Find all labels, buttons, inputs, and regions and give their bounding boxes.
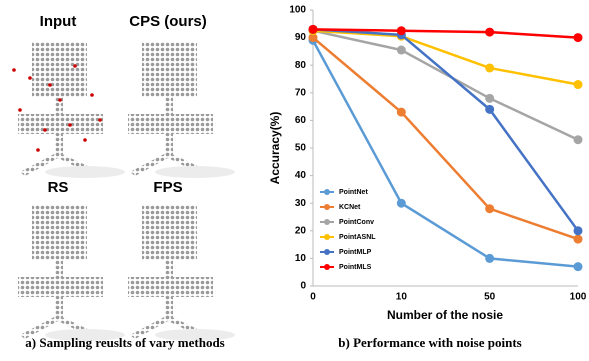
point: [485, 105, 494, 114]
point: [397, 199, 406, 208]
x-axis-label: Number of the nosie: [387, 308, 503, 322]
point: [485, 28, 494, 37]
panel-label: RS: [48, 179, 69, 196]
point: [574, 135, 583, 144]
legend-swatch: [324, 204, 330, 210]
legend-swatch: [324, 219, 330, 225]
legend-label: PointMLS: [339, 264, 372, 271]
y-tick-label: 70: [295, 87, 307, 98]
y-tick-label: 50: [295, 143, 307, 154]
point: [397, 108, 406, 117]
point: [485, 204, 494, 213]
series-line: [313, 31, 578, 140]
x-tick-label: 10: [396, 292, 408, 303]
panel-label: Input: [40, 13, 77, 30]
x-tick-label: 0: [310, 292, 316, 303]
y-tick-label: 90: [295, 32, 307, 43]
point: [485, 254, 494, 263]
point: [574, 262, 583, 271]
legend-label: PointASNL: [339, 234, 376, 241]
point-cloud: [128, 205, 235, 341]
point: [309, 25, 318, 34]
panel-label: FPS: [153, 179, 182, 196]
y-tick-label: 10: [295, 253, 307, 264]
x-tick-label: 100: [570, 292, 587, 303]
y-axis-label: Accuracy(%): [268, 112, 282, 185]
figure: Input CPS (ours) RS FPS a) Sampling reus…: [0, 0, 589, 356]
y-tick-label: 0: [300, 281, 306, 292]
series-line: [313, 29, 578, 230]
legend-swatch: [324, 189, 330, 195]
legend-swatch: [324, 234, 330, 240]
point: [397, 26, 406, 35]
legend-swatch: [324, 264, 330, 270]
y-tick-label: 80: [295, 60, 307, 71]
point: [574, 33, 583, 42]
legend-label: PointConv: [339, 219, 374, 226]
caption: a) Sampling reuslts of vary methods: [25, 335, 224, 350]
y-tick-label: 40: [295, 170, 307, 181]
point: [485, 63, 494, 72]
y-tick-label: 30: [295, 198, 307, 209]
panel-label: CPS (ours): [129, 13, 207, 30]
y-tick-label: 60: [295, 115, 307, 126]
y-tick-label: 100: [289, 5, 306, 16]
point: [485, 94, 494, 103]
legend-swatch: [324, 249, 330, 255]
point: [574, 80, 583, 89]
point-cloud: [18, 42, 125, 178]
legend-label: PointMLP: [339, 249, 372, 256]
point: [574, 235, 583, 244]
legend-label: PointNet: [339, 189, 368, 196]
y-tick-label: 20: [295, 225, 307, 236]
chart: 0 10 20 30 40 50 60 70 80 90 100 0 10 50 100 PointNet KC…: [289, 5, 586, 303]
point-cloud: [18, 205, 125, 341]
legend-label: KCNet: [339, 204, 361, 211]
point-cloud: [128, 42, 235, 178]
point: [574, 226, 583, 235]
x-tick-label: 50: [484, 292, 496, 303]
point: [397, 46, 406, 55]
caption: b) Performance with noise points: [338, 335, 521, 350]
